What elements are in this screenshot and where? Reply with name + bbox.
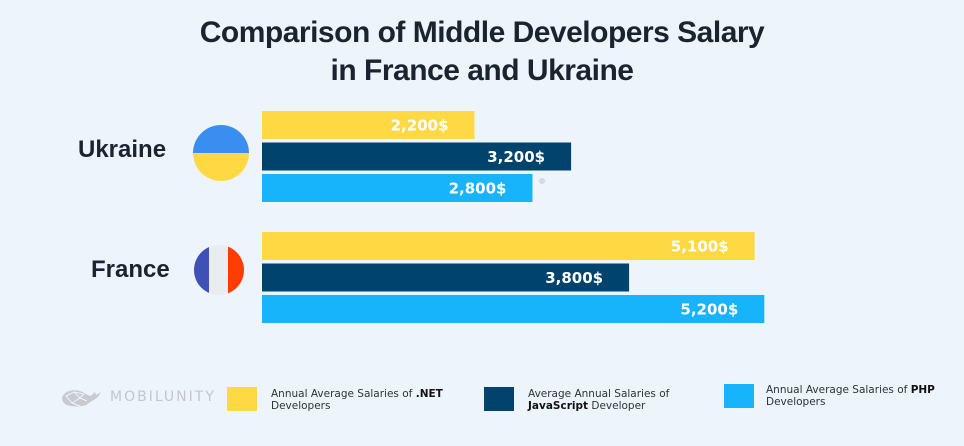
title-line-1: Comparison of Middle Developers Salary <box>199 16 765 49</box>
legend-swatch-net <box>227 387 257 411</box>
bar-france-javascript <box>262 263 630 292</box>
france-flag-white <box>209 245 228 295</box>
title-line-2: in France and Ukraine <box>330 54 634 87</box>
bar-france-php <box>262 295 765 323</box>
bar-france-net <box>262 232 755 260</box>
legend-php-pre: Annual Average Salaries of <box>766 384 911 396</box>
country-label-ukraine: Ukraine <box>78 136 167 163</box>
legend-label-javascript: Average Annual Salaries of JavaScript De… <box>528 388 669 412</box>
brand-name: MOBILUNITY <box>110 389 216 405</box>
bar-label-ukraine-net: 2,200$ <box>391 117 449 135</box>
chart-title: Comparison of Middle Developers Salary i… <box>0 14 964 90</box>
legend-label-php: Annual Average Salaries of PHP Developer… <box>766 384 935 408</box>
legend-js-bold: JavaScript <box>528 400 589 412</box>
ukraine-flag-icon <box>193 125 249 181</box>
legend-js-post: Developer <box>588 400 646 412</box>
whale-logo-icon <box>62 390 101 407</box>
legend-php-bold: PHP <box>910 384 935 396</box>
legend-net-bold: .NET <box>415 388 443 400</box>
france-flag-icon <box>194 245 244 295</box>
bar-label-france-javascript: 3,800$ <box>545 269 603 287</box>
country-label-france: France <box>91 256 170 283</box>
bar-label-france-php: 5,200$ <box>680 301 738 319</box>
bar-ukraine-php <box>262 174 533 202</box>
bar-ukraine-net <box>262 111 475 139</box>
france-flag-blue <box>194 245 209 295</box>
decorative-dot <box>539 178 545 184</box>
legend-label-net: Annual Average Salaries of .NET Develope… <box>271 388 443 412</box>
bar-ukraine-javascript <box>262 142 572 171</box>
legend-swatch-php <box>724 384 754 408</box>
bar-label-ukraine-php: 2,800$ <box>449 180 507 198</box>
legend-php-post: Developers <box>766 396 826 408</box>
legend-net-pre: Annual Average Salaries of <box>271 388 416 400</box>
legend-net-post: Developers <box>271 400 331 412</box>
legend-swatch-javascript <box>484 387 514 411</box>
france-flag-red <box>228 245 244 295</box>
brand-logo: MOBILUNITY <box>60 386 216 408</box>
bar-label-france-net: 5,100$ <box>671 238 729 256</box>
bar-chart: 2,200$ 3,200$ 2,800$ 5,100$ 3,800$ 5,200$ <box>262 111 765 323</box>
legend-js-pre: Average Annual Salaries of <box>528 388 670 400</box>
bar-label-ukraine-javascript: 3,200$ <box>487 148 545 166</box>
